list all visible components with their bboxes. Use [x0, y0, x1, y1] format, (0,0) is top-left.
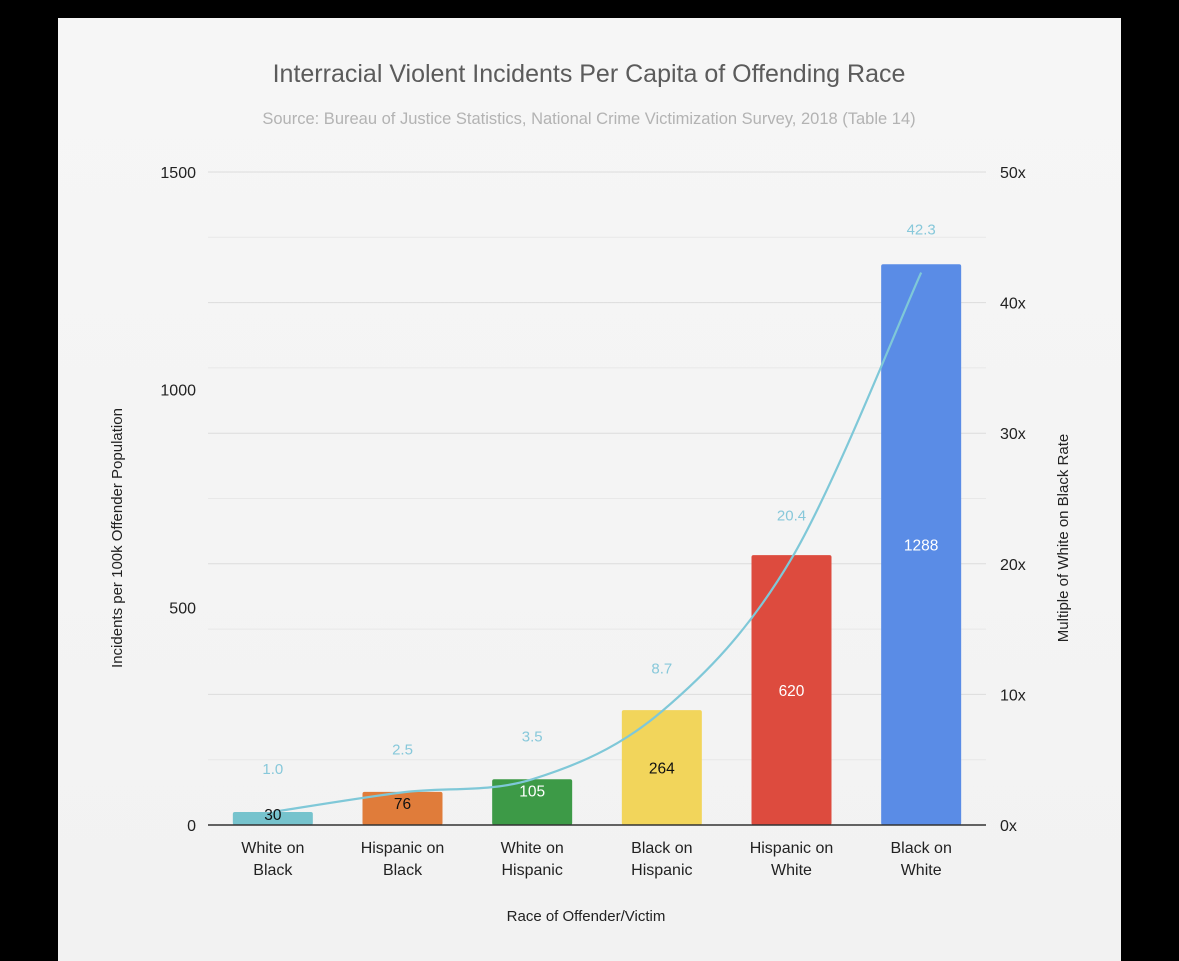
category-label: Black on: [631, 840, 692, 857]
bar: [751, 555, 832, 825]
chart-title: Interracial Violent Incidents Per Capita…: [273, 60, 906, 88]
bar: [362, 791, 443, 825]
category-label: White: [901, 862, 942, 879]
bar: [232, 811, 313, 825]
category-label: White on: [501, 840, 564, 857]
category-label: Black: [253, 862, 293, 879]
grid-layer: [208, 171, 986, 761]
category-label: Black: [383, 862, 423, 879]
y2-tick-label: 20x: [1000, 557, 1026, 574]
y2-tick-label: 10x: [1000, 687, 1026, 704]
y2-tick-label: 50x: [1000, 165, 1026, 182]
category-label: Hispanic: [501, 862, 562, 879]
category-label: Black on: [890, 840, 951, 857]
multiple-value-label: 8.7: [651, 660, 672, 677]
multiple-value-label: 20.4: [777, 508, 806, 525]
category-label: White on: [241, 840, 304, 857]
multiple-line: [272, 272, 923, 814]
y-axis-title: Incidents per 100k Offender Population: [109, 408, 126, 668]
category-label: White: [771, 862, 812, 879]
multiple-value-label: 3.5: [522, 728, 543, 745]
bar-value-label: 264: [649, 761, 675, 778]
multiple-value-label: 1.0: [262, 761, 283, 778]
axis-layer: 0 500 1000 1500 0x 10x 20x 30x 40x 50x White on Bla…: [160, 165, 1025, 879]
chart-subtitle: Source: Bureau of Justice Statistics, Na…: [262, 110, 915, 128]
labels-layer: 30 76 105 264 620 1288 1.0 2.5 3.5 8.7 20.4 42.3: [262, 222, 938, 824]
bar: [492, 779, 573, 825]
category-label: Hispanic on: [750, 840, 834, 857]
y2-tick-label: 0x: [1000, 818, 1017, 835]
y2-tick-label: 40x: [1000, 296, 1026, 313]
bar-value-label: 76: [394, 796, 411, 813]
multiple-value-label: 42.3: [907, 222, 936, 239]
category-label: Hispanic: [631, 862, 692, 879]
bar-value-label: 1288: [904, 538, 938, 555]
y-tick-label: 500: [169, 600, 196, 617]
bar-value-label: 30: [264, 807, 282, 824]
bar-value-label: 105: [519, 783, 545, 800]
chart-svg: Interracial Violent Incidents Per Capita…: [109, 60, 1072, 925]
y-tick-label: 0: [187, 818, 196, 835]
chart-panel: Interracial Violent Incidents Per Capita…: [58, 18, 1121, 961]
category-label: Hispanic on: [361, 840, 445, 857]
x-axis-title: Race of Offender/Victim: [507, 908, 666, 925]
bars-layer: [232, 264, 962, 825]
multiple-value-label: 2.5: [392, 741, 413, 758]
y-tick-label: 1000: [160, 383, 196, 400]
line-layer: [272, 272, 923, 814]
bar: [621, 710, 702, 825]
bar: [881, 264, 962, 825]
bar-value-label: 620: [779, 683, 805, 700]
y2-tick-label: 30x: [1000, 426, 1026, 443]
y-tick-label: 1500: [160, 165, 196, 182]
y2-axis-title: Multiple of White on Black Rate: [1055, 434, 1072, 642]
